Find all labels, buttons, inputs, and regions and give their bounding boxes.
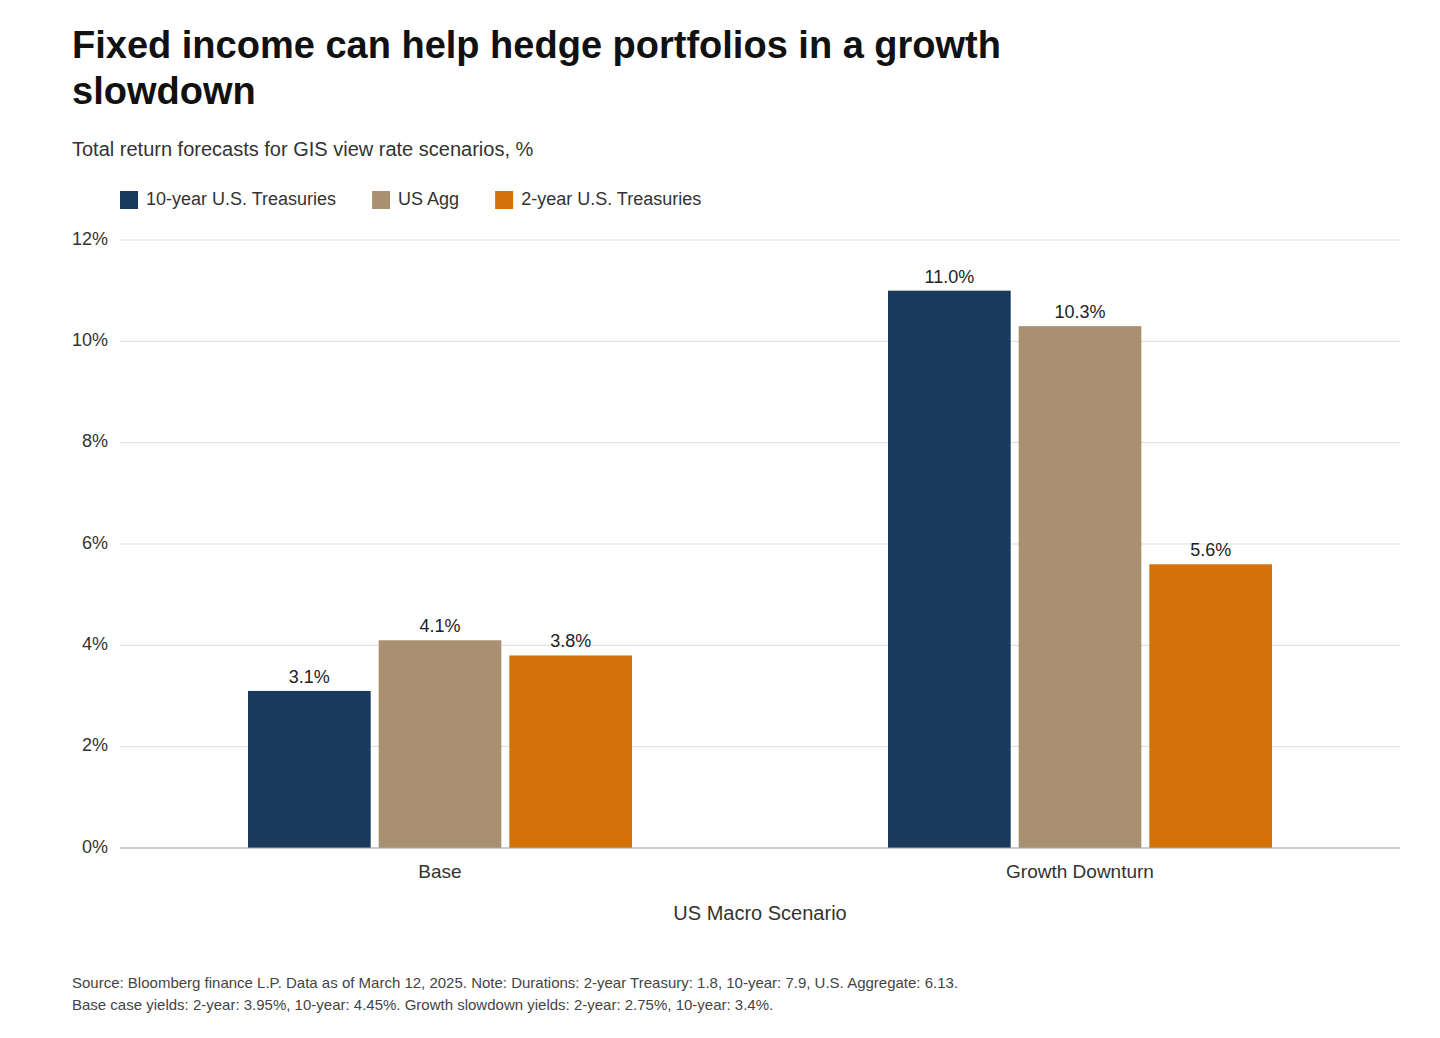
grid-line [120,240,1400,241]
y-tick-label: 10% [72,330,108,350]
legend-label: 10-year U.S. Treasuries [146,189,336,209]
bar [1149,564,1272,848]
grid-line [120,341,1400,342]
bars [248,291,1272,848]
y-tick-label: 6% [82,533,108,553]
grid-line [120,442,1400,443]
data-label: 10.3% [1054,302,1105,322]
y-tick-label: 4% [82,634,108,654]
data-label: 4.1% [419,616,460,636]
legend: 10-year U.S. Treasuries US Agg 2-year U.S.… [120,189,701,209]
subtitle: Total return forecasts for GIS view rate… [72,138,534,160]
data-label: 11.0% [924,267,974,287]
chart: Fixed income can help hedge portfolios i… [0,0,1440,1038]
data-label: 5.6% [1190,540,1231,560]
x-tick-label: Growth Downturn [1006,861,1154,882]
data-labels: 3.1% 11.0% 4.1% 10.3% 3.8% 5.6% [289,267,1231,687]
y-tick-label: 2% [82,735,108,755]
legend-swatch [120,191,138,209]
legend-swatch [372,191,390,209]
legend-label: US Agg [398,189,459,209]
x-tick-label: Base [418,861,461,882]
y-tick-label: 12% [72,229,108,249]
background [0,0,1440,1038]
x-axis-line [120,848,1400,849]
title-line: slowdown [72,70,256,112]
bar [509,655,632,848]
footnote-line: Base case yields: 2-year: 3.95%, 10-year… [72,996,773,1013]
bar [888,291,1011,848]
subtitle-line: Total return forecasts for GIS view rate… [72,138,534,160]
grid-line [120,848,1400,849]
bar [248,691,371,848]
data-label: 3.1% [289,667,330,687]
footnote: Source: Bloomberg finance L.P. Data as o… [72,974,958,1013]
data-label: 3.8% [550,631,591,651]
bar [1019,326,1142,848]
legend-label: 2-year U.S. Treasuries [521,189,701,209]
title-line: Fixed income can help hedge portfolios i… [72,24,1001,66]
title: Fixed income can help hedge portfolios i… [72,24,1001,112]
bar [379,640,502,848]
y-tick-label: 8% [82,431,108,451]
y-tick-label: 0% [82,837,108,857]
grid [120,240,1400,848]
footnote-line: Source: Bloomberg finance L.P. Data as o… [72,974,958,991]
x-axis-label: US Macro Scenario [673,902,846,924]
legend-swatch [495,191,513,209]
